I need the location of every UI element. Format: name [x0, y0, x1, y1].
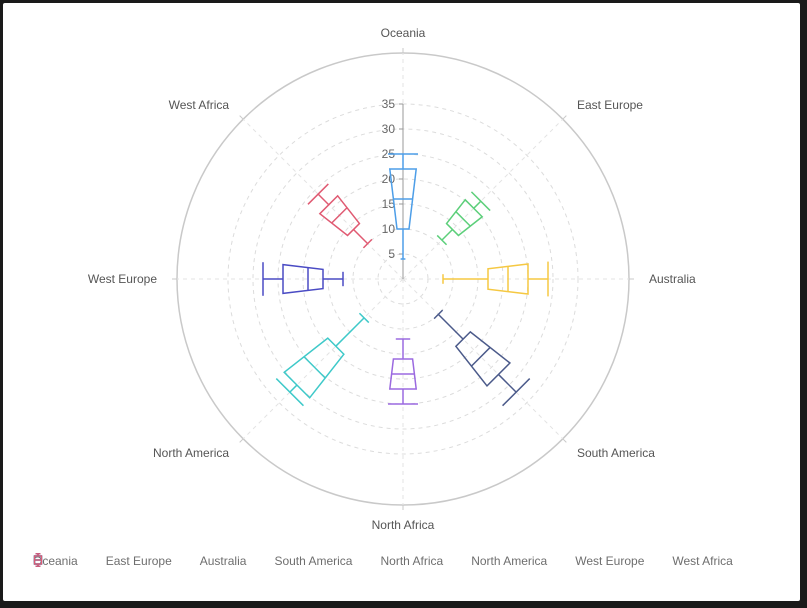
category-label: Oceania [381, 26, 426, 40]
boxplot-icon [33, 553, 43, 567]
whisker-upper [317, 193, 330, 206]
spoke-tick [562, 438, 567, 443]
spoke-tick [239, 115, 244, 120]
legend: Oceania East Europe Australia South America… [33, 553, 793, 569]
legend-label: West Africa [672, 554, 733, 568]
polar-boxplot-chart: Oceania East Europe Australia South America… [88, 26, 696, 532]
median-line [470, 346, 491, 367]
whisker-lower [437, 313, 464, 340]
legend-label: North America [471, 554, 548, 568]
radial-tick-label: 20 [382, 172, 396, 186]
whisker-lower [335, 317, 365, 347]
legend-item[interactable]: East Europe [33, 553, 172, 569]
median-line [303, 356, 326, 379]
spoke-tick [562, 115, 567, 120]
whisker-lower [352, 228, 369, 245]
box-north-america [283, 337, 345, 399]
radial-tick-label: 35 [382, 97, 396, 111]
legend-item[interactable]: West Europe [33, 553, 645, 569]
radial-tick-label: 10 [382, 222, 396, 236]
box-west-europe [282, 263, 324, 295]
category-label: South America [577, 446, 655, 460]
whisker-cap-min [362, 238, 373, 249]
legend-label: South America [274, 554, 353, 568]
category-label: West Africa [169, 98, 230, 112]
legend-item[interactable]: West Africa [33, 553, 733, 569]
whisker-cap-max [307, 183, 329, 205]
category-label: East Europe [577, 98, 643, 112]
whisker-upper [289, 384, 298, 393]
box-east-europe [445, 198, 484, 237]
median-line [331, 207, 348, 224]
box-north-africa [388, 358, 418, 390]
category-label: West Europe [88, 272, 157, 286]
spoke-tick [239, 438, 244, 443]
legend-item[interactable]: Australia [33, 553, 247, 569]
category-label: North Africa [372, 518, 435, 532]
whisker-cap-min [436, 234, 448, 246]
box-australia [487, 263, 529, 295]
legend-item[interactable]: North America [33, 553, 548, 569]
category-label: North America [153, 446, 229, 460]
legend-label: North Africa [380, 554, 444, 568]
chart-frame: Oceania East Europe Australia South America… [3, 3, 800, 601]
legend-label: West Europe [575, 554, 645, 568]
box-south-america [454, 330, 512, 388]
category-label: Australia [649, 272, 696, 286]
legend-item[interactable]: South America [33, 553, 353, 569]
spoke-line [402, 118, 564, 280]
spoke-line [242, 278, 404, 440]
legend-label: East Europe [105, 554, 172, 568]
radial-tick-label: 5 [388, 247, 395, 261]
legend-item[interactable]: North Africa [33, 553, 444, 569]
radial-tick-label: 15 [382, 197, 396, 211]
whisker-cap-max [275, 378, 304, 407]
box-oceania [388, 168, 418, 230]
whisker-upper [497, 373, 517, 393]
legend-label: Australia [199, 554, 247, 568]
whisker-cap-min [433, 309, 444, 320]
median-line [455, 211, 471, 227]
whisker-cap-min [358, 312, 370, 324]
whisker-upper [473, 200, 482, 209]
box-west-africa [318, 194, 361, 237]
radial-tick-label: 30 [382, 122, 396, 136]
whisker-cap-max [470, 191, 491, 212]
legend-label: Oceania [33, 554, 78, 568]
spoke-line [402, 278, 564, 440]
whisker-lower [441, 228, 454, 241]
whisker-cap-max [502, 378, 531, 407]
